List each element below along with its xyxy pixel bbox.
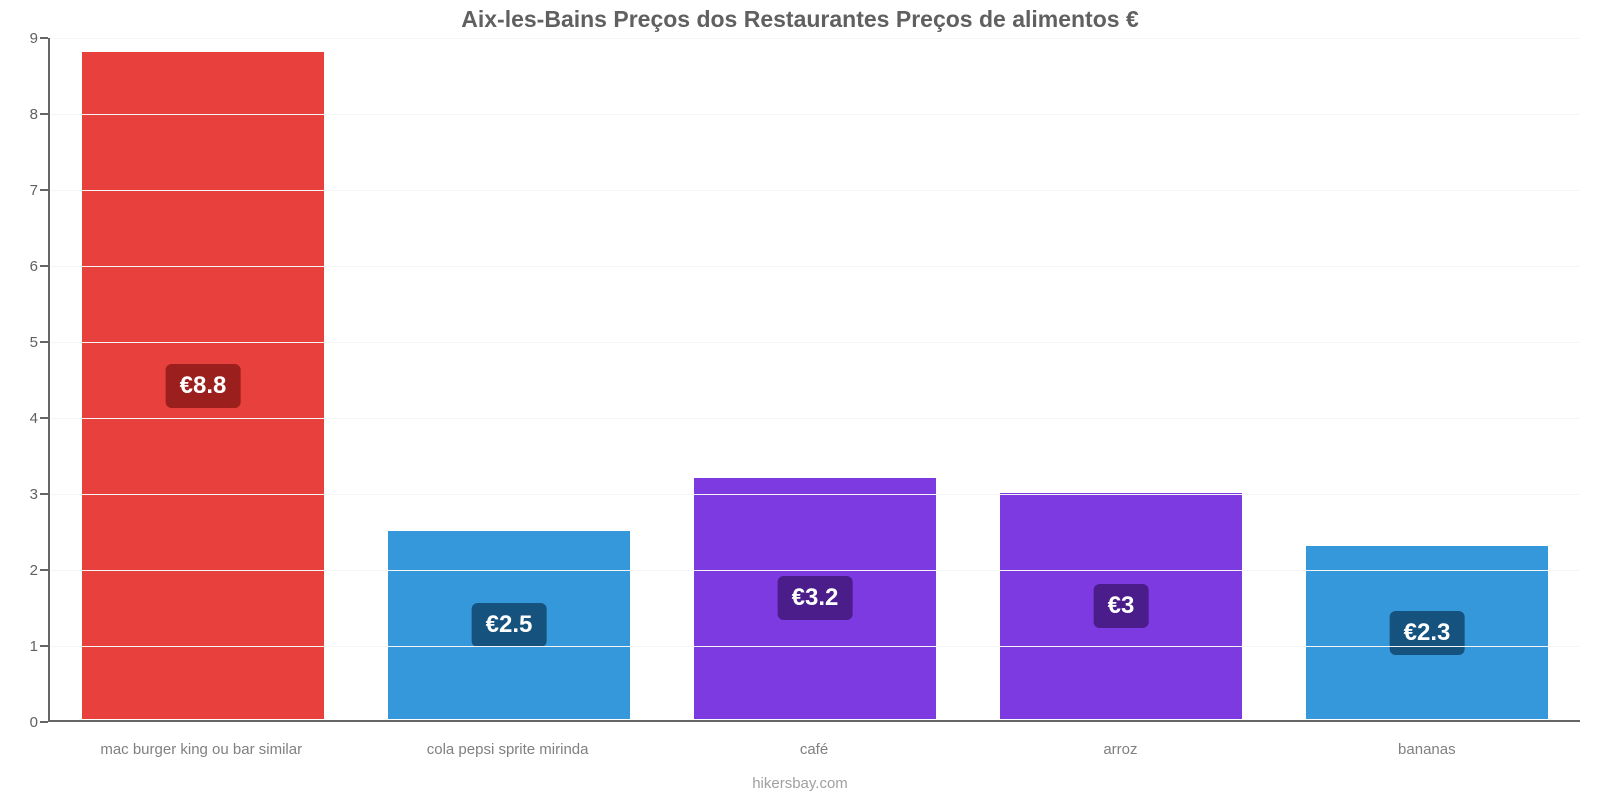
y-tick-label: 0 bbox=[4, 714, 38, 731]
x-tick-label: café bbox=[661, 741, 967, 758]
bar-value-label: €2.3 bbox=[1390, 611, 1465, 655]
bar-slot: €2.3 bbox=[1274, 38, 1580, 720]
bar: €2.3 bbox=[1305, 545, 1550, 720]
gridline bbox=[50, 190, 1580, 191]
x-tick-label: arroz bbox=[967, 741, 1273, 758]
y-tick-label: 6 bbox=[4, 258, 38, 275]
y-tick-label: 9 bbox=[4, 30, 38, 47]
gridline bbox=[50, 342, 1580, 343]
y-tick-mark bbox=[40, 493, 48, 495]
bar: €2.5 bbox=[387, 530, 632, 720]
gridline bbox=[50, 418, 1580, 419]
bar: €3 bbox=[999, 492, 1244, 720]
gridline bbox=[50, 38, 1580, 39]
y-tick-mark bbox=[40, 417, 48, 419]
bar-value-label: €2.5 bbox=[472, 603, 547, 647]
y-tick-label: 4 bbox=[4, 410, 38, 427]
y-tick-mark bbox=[40, 645, 48, 647]
x-tick-label: mac burger king ou bar similar bbox=[48, 741, 354, 758]
bar-slot: €2.5 bbox=[356, 38, 662, 720]
y-tick-mark bbox=[40, 189, 48, 191]
bar-slot: €3 bbox=[968, 38, 1274, 720]
gridline bbox=[50, 266, 1580, 267]
y-tick-label: 7 bbox=[4, 182, 38, 199]
y-tick-mark bbox=[40, 113, 48, 115]
bar-value-label: €8.8 bbox=[166, 364, 241, 408]
plot-area: €8.8 €2.5 €3.2 €3 €2.3 bbox=[48, 38, 1580, 722]
bar-slot: €8.8 bbox=[50, 38, 356, 720]
bars-container: €8.8 €2.5 €3.2 €3 €2.3 bbox=[50, 38, 1580, 720]
y-tick-label: 3 bbox=[4, 486, 38, 503]
bar-value-label: €3 bbox=[1094, 584, 1149, 628]
gridline bbox=[50, 494, 1580, 495]
gridline bbox=[50, 646, 1580, 647]
y-tick-label: 2 bbox=[4, 562, 38, 579]
y-tick-mark bbox=[40, 341, 48, 343]
bar-value-label: €3.2 bbox=[778, 576, 853, 620]
x-tick-label: cola pepsi sprite mirinda bbox=[354, 741, 660, 758]
y-tick-mark bbox=[40, 37, 48, 39]
bar: €8.8 bbox=[81, 51, 326, 720]
y-tick-mark bbox=[40, 265, 48, 267]
x-axis-labels: mac burger king ou bar similarcola pepsi… bbox=[48, 741, 1580, 758]
gridline bbox=[50, 570, 1580, 571]
y-tick-label: 5 bbox=[4, 334, 38, 351]
y-tick-label: 1 bbox=[4, 638, 38, 655]
attribution-text: hikersbay.com bbox=[0, 775, 1600, 792]
bar-slot: €3.2 bbox=[662, 38, 968, 720]
y-tick-mark bbox=[40, 721, 48, 723]
y-tick-label: 8 bbox=[4, 106, 38, 123]
gridline bbox=[50, 114, 1580, 115]
x-tick-label: bananas bbox=[1274, 741, 1580, 758]
bar-chart: Aix-les-Bains Preços dos Restaurantes Pr… bbox=[0, 0, 1600, 800]
chart-title: Aix-les-Bains Preços dos Restaurantes Pr… bbox=[0, 6, 1600, 33]
y-tick-mark bbox=[40, 569, 48, 571]
bar: €3.2 bbox=[693, 477, 938, 720]
